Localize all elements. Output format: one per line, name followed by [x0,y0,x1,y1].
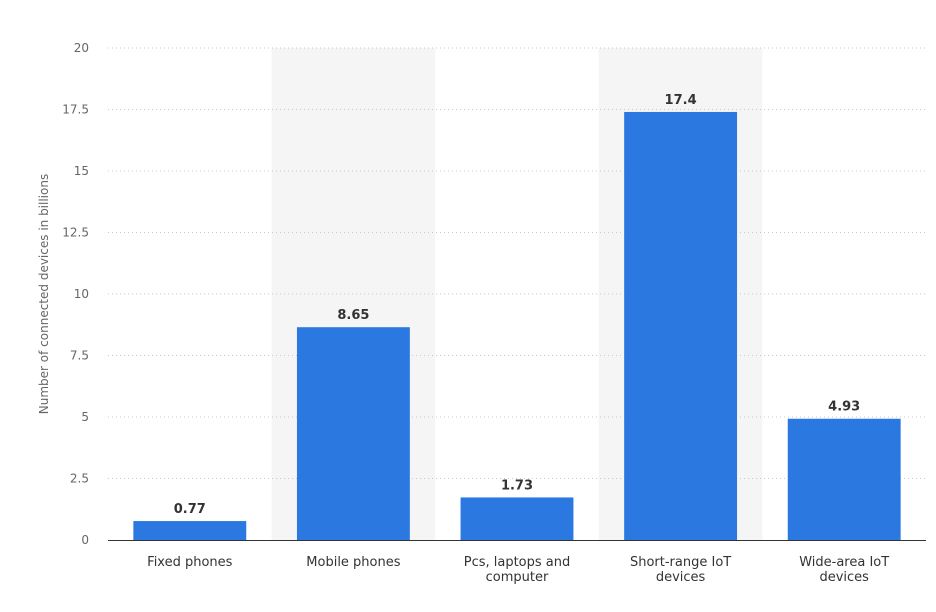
y-tick-label: 2.5 [70,472,89,486]
bar[interactable] [133,521,247,540]
y-tick-label: 12.5 [62,226,89,240]
y-tick-label: 15 [74,164,89,178]
x-tick-label: Fixed phones [147,555,233,570]
y-tick-label: 20 [74,41,89,55]
bar[interactable] [624,111,738,541]
y-axis-title: Number of connected devices in billions [37,174,51,414]
y-tick-label: 0 [81,533,89,547]
bar[interactable] [296,327,410,540]
data-label: 0.77 [174,502,206,517]
y-tick-label: 5 [81,410,89,424]
data-label: 4.93 [828,400,860,415]
data-label: 8.65 [337,308,369,323]
bar[interactable] [460,497,574,540]
data-labels: 0.77 8.65 1.73 17.4 4.93 [174,93,860,517]
x-tick-label: Pcs, laptops and computer [464,555,571,585]
bar[interactable] [787,418,901,540]
x-tick-label: Mobile phones [306,555,400,570]
bars [133,111,901,541]
y-tick-label: 17.5 [62,103,89,117]
y-tick-label: 7.5 [70,349,89,363]
data-label: 1.73 [501,478,533,493]
x-tick-label: Short-range IoT devices [630,555,731,585]
gridlines [108,47,926,479]
y-axis-ticks: 0 2.5 5 7.5 10 12.5 15 17.5 20 [62,41,89,547]
x-tick-label: Wide-area IoT devices [799,555,889,585]
data-label: 17.4 [665,93,697,108]
y-tick-label: 10 [74,287,89,301]
x-axis-labels: Fixed phones Mobile phones Pcs, laptops an… [147,555,889,585]
